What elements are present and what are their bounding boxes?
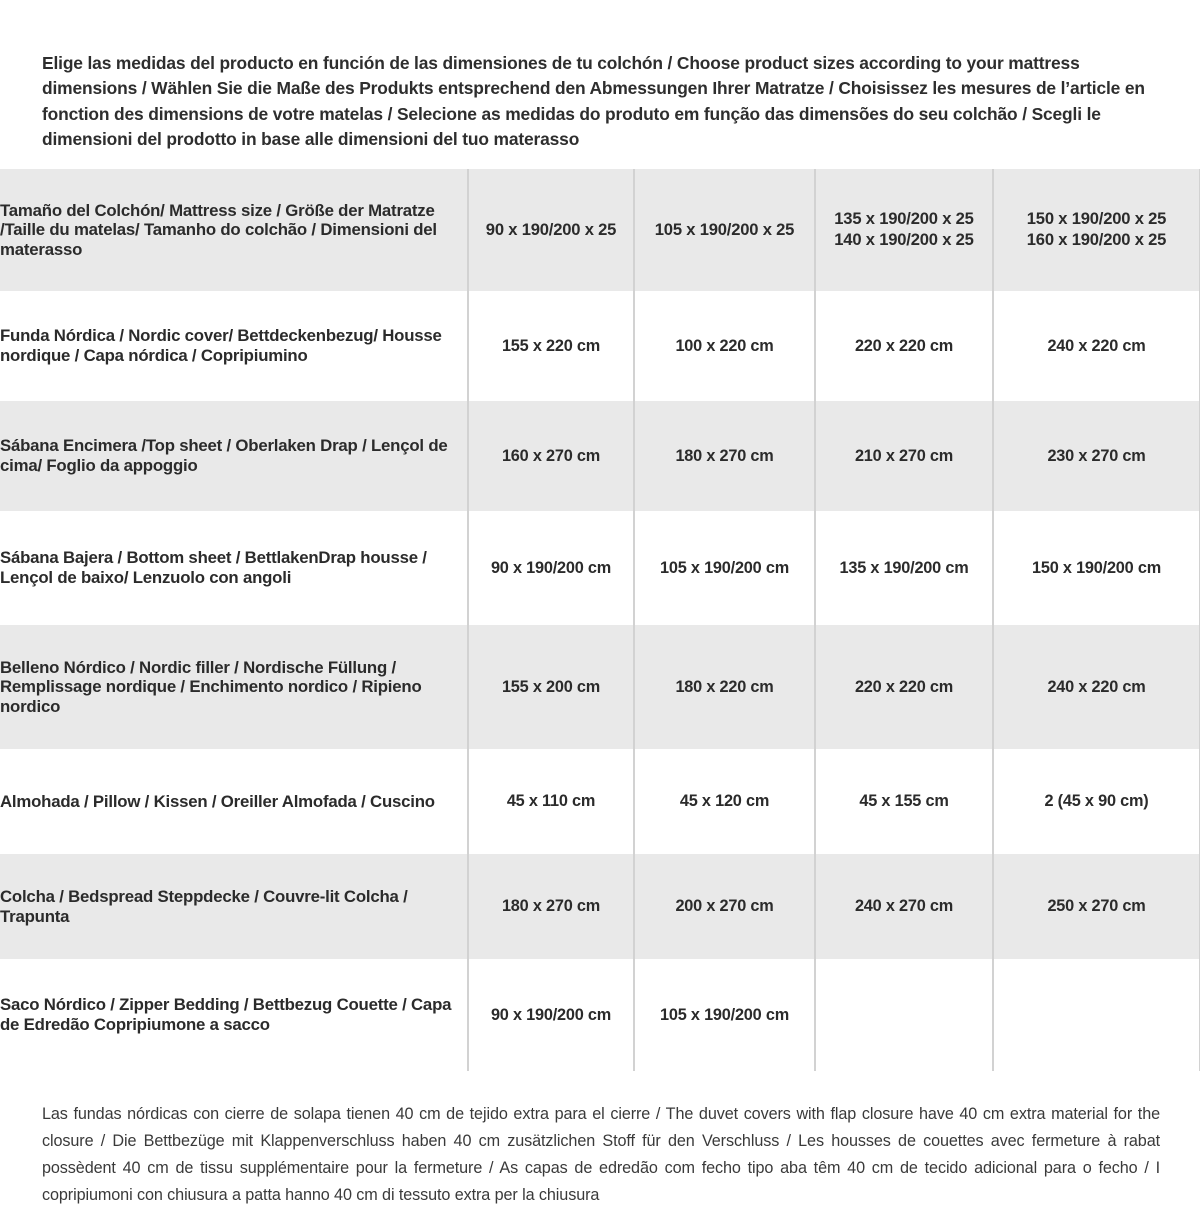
row-label-pillow: Almohada / Pillow / Kissen / Oreiller Al… [0, 749, 469, 855]
cell-bottom-sheet-4: 150 x 190/200 cm [993, 511, 1200, 626]
mattress-size-table: Tamaño del Colchón/ Mattress size / Größ… [0, 169, 1200, 1072]
cell-zipper-bedding-2: 105 x 190/200 cm [634, 959, 816, 1072]
table-row-nordic-cover: Funda Nórdica / Nordic cover/ Bettdecken… [0, 291, 1200, 402]
table-row-pillow: Almohada / Pillow / Kissen / Oreiller Al… [0, 749, 1200, 855]
row-label-nordic-cover: Funda Nórdica / Nordic cover/ Bettdecken… [0, 291, 469, 402]
header-col-3: 135 x 190/200 x 25 140 x 190/200 x 25 [815, 169, 994, 292]
cell-top-sheet-2: 180 x 270 cm [634, 401, 816, 512]
row-label-zipper-bedding: Saco Nórdico / Zipper Bedding / Bettbezu… [0, 959, 469, 1072]
cell-bedspread-2: 200 x 270 cm [634, 854, 816, 960]
cell-nordic-cover-2: 100 x 220 cm [634, 291, 816, 402]
table-row-bedspread: Colcha / Bedspread Steppdecke / Couvre-l… [0, 854, 1200, 960]
cell-nordic-cover-4: 240 x 220 cm [993, 291, 1200, 402]
header-col-4-line1: 150 x 190/200 x 25 [1026, 209, 1167, 229]
header-col-4-line2: 160 x 190/200 x 25 [1026, 230, 1167, 250]
header-col-3-line1: 135 x 190/200 x 25 [834, 209, 974, 229]
footnote-paragraph: Las fundas nórdicas con cierre de solapa… [42, 1105, 1160, 1204]
cell-bedspread-3: 240 x 270 cm [815, 854, 994, 960]
row-label-top-sheet: Sábana Encimera /Top sheet / Oberlaken D… [0, 401, 469, 512]
table-row-bottom-sheet: Sábana Bajera / Bottom sheet / Bettlaken… [0, 511, 1200, 626]
cell-nordic-filler-3: 220 x 220 cm [815, 625, 994, 750]
header-col-1: 90 x 190/200 x 25 [468, 169, 635, 292]
cell-pillow-4: 2 (45 x 90 cm) [993, 749, 1200, 855]
row-label-bottom-sheet: Sábana Bajera / Bottom sheet / Bettlaken… [0, 511, 469, 626]
cell-zipper-bedding-1: 90 x 190/200 cm [468, 959, 635, 1072]
header-col-4: 150 x 190/200 x 25 160 x 190/200 x 25 [993, 169, 1200, 292]
cell-bedspread-4: 250 x 270 cm [993, 854, 1200, 960]
table-row-nordic-filler: Belleno Nórdico / Nordic filler / Nordis… [0, 625, 1200, 750]
header-col-3-line2: 140 x 190/200 x 25 [834, 230, 974, 250]
row-label-bedspread: Colcha / Bedspread Steppdecke / Couvre-l… [0, 854, 469, 960]
table-header-row: Tamaño del Colchón/ Mattress size / Größ… [0, 169, 1200, 292]
cell-bottom-sheet-2: 105 x 190/200 cm [634, 511, 816, 626]
header-col-1-line1: 90 x 190/200 x 25 [485, 219, 617, 239]
header-col-2-line1: 105 x 190/200 x 25 [654, 219, 795, 239]
mattress-size-chart-page: Elige las medidas del producto en funció… [0, 17, 1200, 1217]
cell-top-sheet-1: 160 x 270 cm [468, 401, 635, 512]
cell-nordic-filler-2: 180 x 220 cm [634, 625, 816, 750]
cell-nordic-cover-1: 155 x 220 cm [468, 291, 635, 402]
table-row-top-sheet: Sábana Encimera /Top sheet / Oberlaken D… [0, 401, 1200, 512]
cell-nordic-filler-1: 155 x 200 cm [468, 625, 635, 750]
cell-bottom-sheet-1: 90 x 190/200 cm [468, 511, 635, 626]
cell-pillow-3: 45 x 155 cm [815, 749, 994, 855]
cell-zipper-bedding-4 [993, 959, 1200, 1072]
cell-pillow-1: 45 x 110 cm [468, 749, 635, 855]
cell-bedspread-1: 180 x 270 cm [468, 854, 635, 960]
intro-paragraph: Elige las medidas del producto en funció… [42, 53, 1145, 149]
cell-pillow-2: 45 x 120 cm [634, 749, 816, 855]
cell-zipper-bedding-3 [815, 959, 994, 1072]
cell-top-sheet-3: 210 x 270 cm [815, 401, 994, 512]
header-label-mattress-size: Tamaño del Colchón/ Mattress size / Größ… [0, 169, 469, 292]
cell-bottom-sheet-3: 135 x 190/200 cm [815, 511, 994, 626]
cell-nordic-cover-3: 220 x 220 cm [815, 291, 994, 402]
header-col-2: 105 x 190/200 x 25 [634, 169, 816, 292]
cell-top-sheet-4: 230 x 270 cm [993, 401, 1200, 512]
table-row-zipper-bedding: Saco Nórdico / Zipper Bedding / Bettbezu… [0, 959, 1200, 1072]
cell-nordic-filler-4: 240 x 220 cm [993, 625, 1200, 750]
row-label-nordic-filler: Belleno Nórdico / Nordic filler / Nordis… [0, 625, 469, 750]
